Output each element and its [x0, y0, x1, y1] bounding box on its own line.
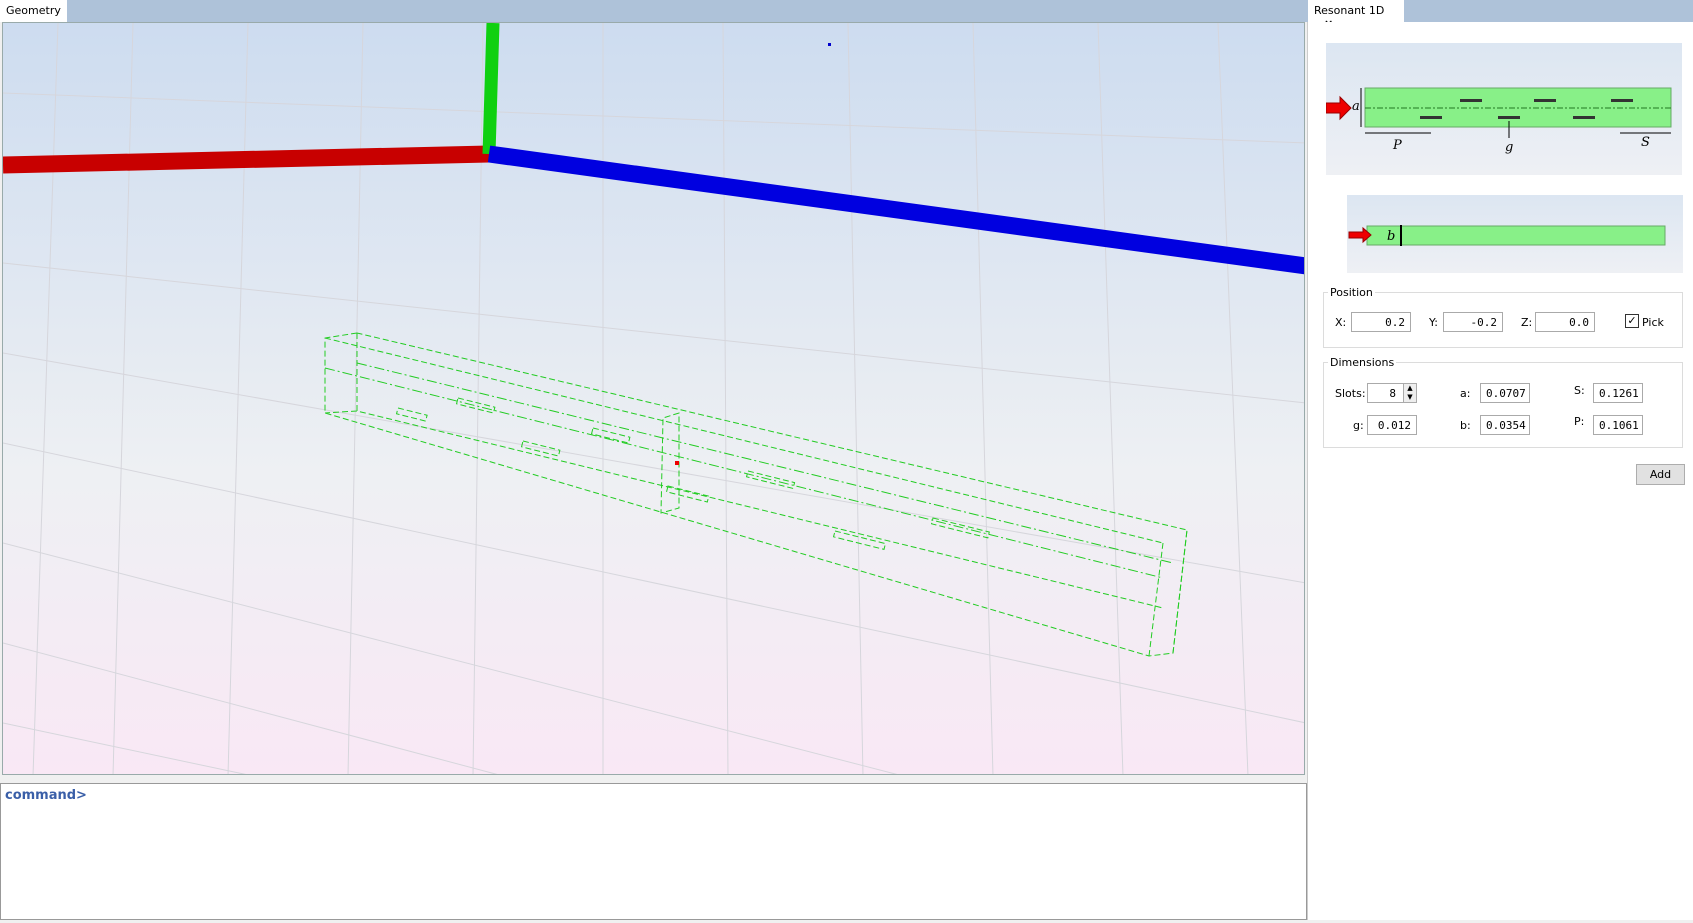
label-a: a	[1352, 99, 1360, 114]
origin-marker	[675, 461, 679, 465]
y-axis	[482, 23, 500, 155]
x-axis	[3, 145, 490, 174]
s-label: S:	[1574, 384, 1585, 397]
label-s: S	[1641, 135, 1650, 150]
geometry-viewport[interactable]	[2, 22, 1305, 775]
z-label: Z:	[1521, 316, 1533, 329]
right-tab-bar: Resonant 1D ×	[1307, 0, 1693, 30]
top-view-diagram: a P g S	[1325, 43, 1682, 175]
y-input[interactable]: -0.2	[1443, 312, 1503, 332]
dimensions-group: Dimensions	[1323, 356, 1683, 448]
position-title: Position	[1330, 286, 1373, 299]
p-label: P:	[1574, 415, 1585, 428]
s-input[interactable]: 0.1261	[1593, 383, 1643, 403]
tab-geometry[interactable]: Geometry	[0, 0, 67, 22]
x-label: X:	[1335, 316, 1347, 329]
label-g: g	[1505, 140, 1513, 155]
g-label: g:	[1353, 419, 1364, 432]
y-label: Y:	[1429, 316, 1438, 329]
p-input[interactable]: 0.1061	[1593, 415, 1643, 435]
3d-scene[interactable]	[3, 23, 1305, 775]
g-input[interactable]: 0.012	[1367, 415, 1417, 435]
label-p: P	[1392, 138, 1402, 153]
tab-label: Resonant 1D	[1314, 4, 1385, 17]
a-input[interactable]: 0.0707	[1480, 383, 1530, 403]
marker-point	[828, 43, 831, 46]
resonant-1d-panel: a P g S b Position X: 0.2 Y: -0.2 Z: 0.0…	[1307, 22, 1693, 920]
grid	[3, 23, 1304, 774]
slots-label: Slots:	[1335, 387, 1366, 400]
tab-resonant-1d[interactable]: Resonant 1D ×	[1308, 0, 1404, 30]
label-b: b	[1387, 229, 1395, 244]
position-group: Position	[1323, 286, 1683, 348]
z-axis	[487, 145, 1304, 275]
dimensions-title: Dimensions	[1330, 356, 1395, 369]
pick-checkbox[interactable]: ✓	[1625, 314, 1639, 328]
pick-label: Pick	[1642, 316, 1664, 329]
side-view-diagram: b	[1347, 195, 1683, 273]
b-input[interactable]: 0.0354	[1480, 415, 1530, 435]
x-input[interactable]: 0.2	[1351, 312, 1411, 332]
b-label: b:	[1460, 419, 1471, 432]
waveguide-wireframe[interactable]	[324, 332, 1188, 657]
command-console[interactable]: command>	[0, 783, 1307, 920]
left-tab-bar: Geometry	[0, 0, 1307, 22]
splitter-handle[interactable]	[0, 775, 1307, 783]
a-label: a:	[1460, 387, 1471, 400]
command-prompt: command>	[5, 788, 87, 803]
add-button[interactable]: Add	[1636, 464, 1685, 485]
spin-arrows-icon[interactable]: ▲ ▼	[1403, 384, 1416, 402]
z-input[interactable]: 0.0	[1535, 312, 1595, 332]
